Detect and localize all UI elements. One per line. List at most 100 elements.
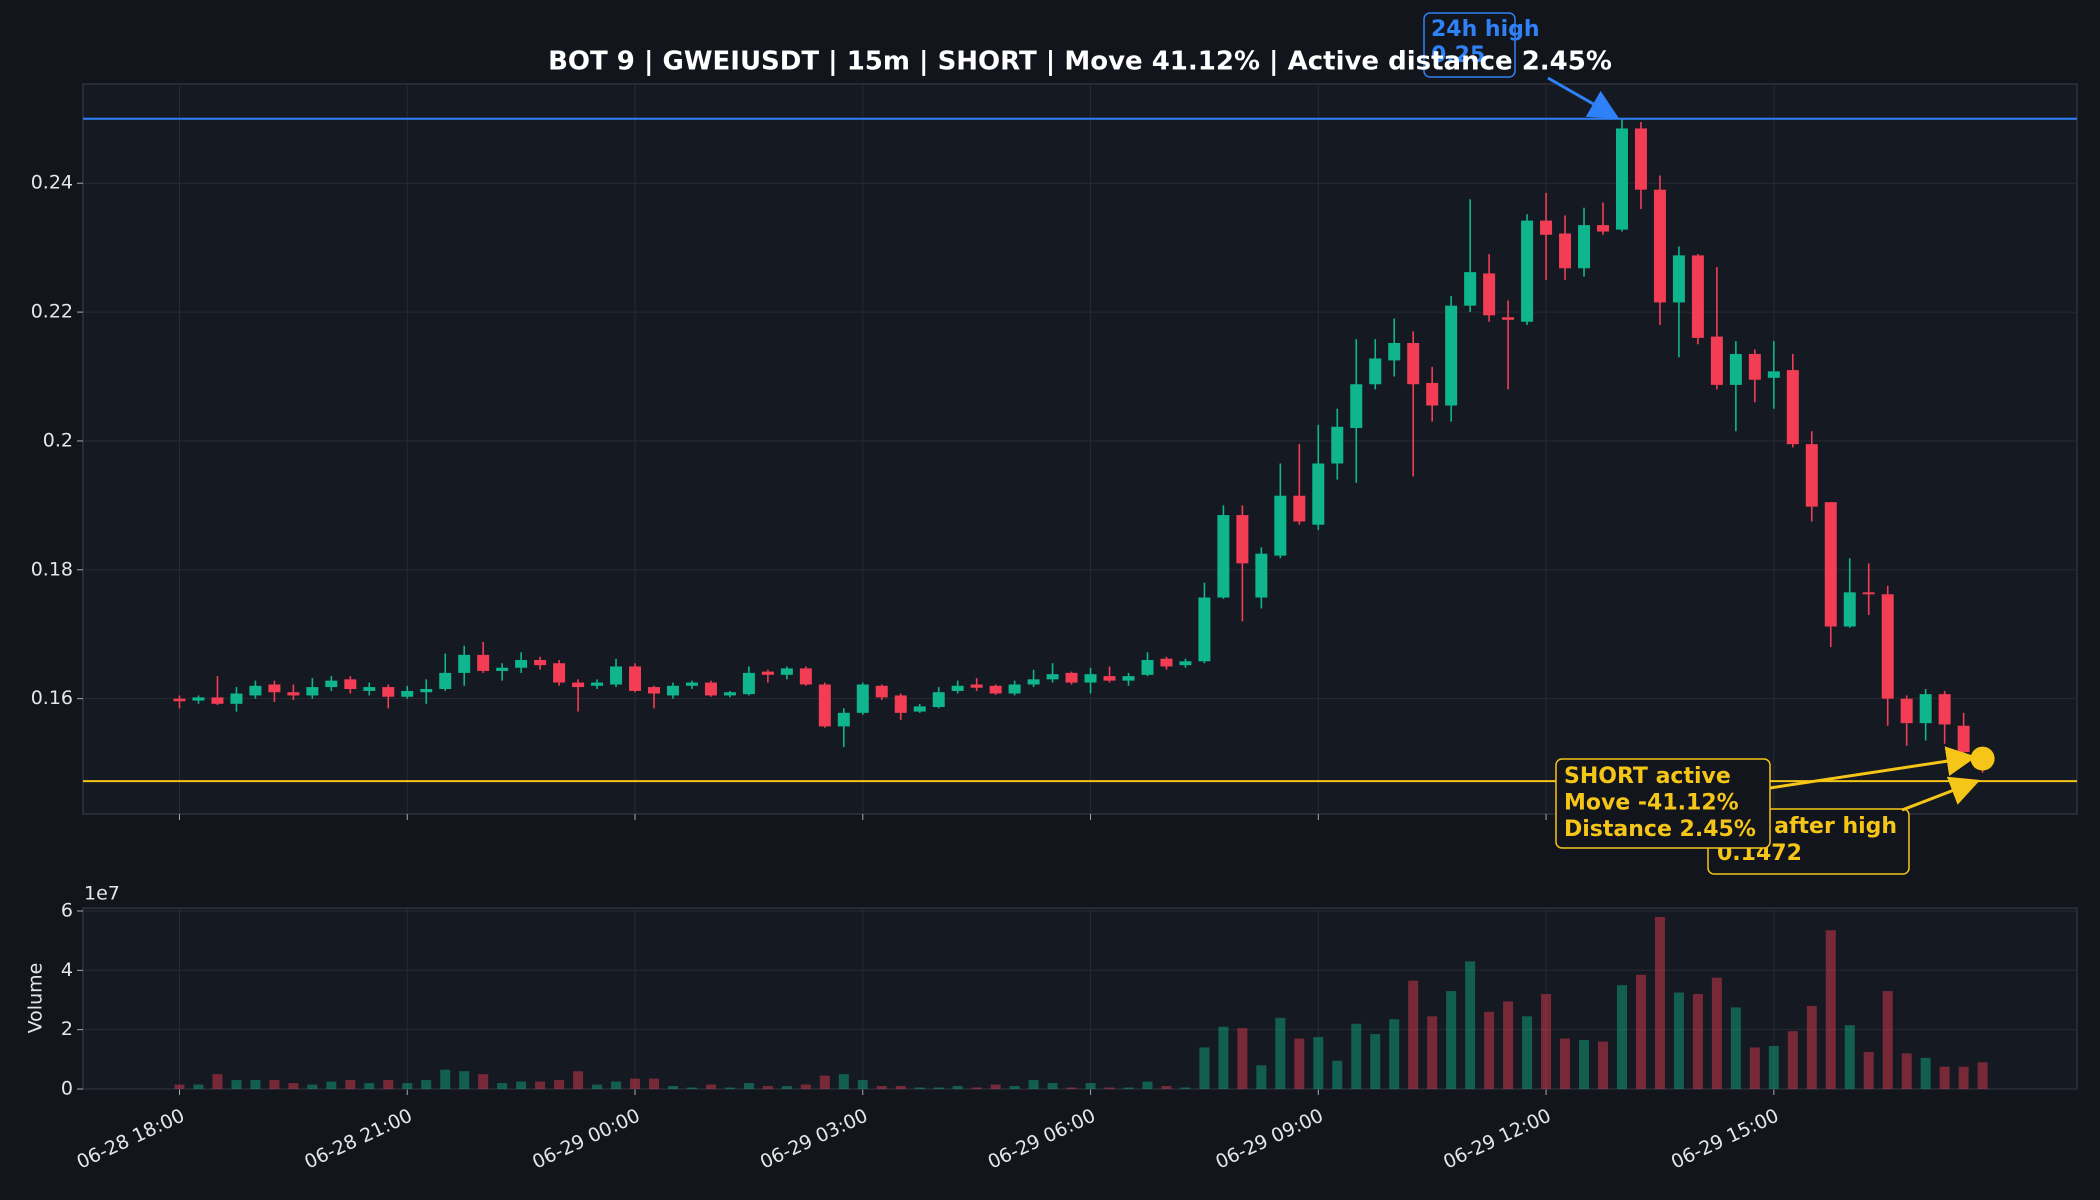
- candle-body: [1141, 660, 1154, 675]
- volume-bar: [724, 1087, 735, 1089]
- candle-body: [1198, 597, 1211, 662]
- volume-bar: [288, 1083, 299, 1089]
- volume-bar: [345, 1080, 356, 1089]
- volume-bar: [1920, 1057, 1931, 1089]
- volume-bar: [914, 1087, 925, 1089]
- candle-body: [894, 695, 907, 713]
- volume-bar: [1863, 1051, 1874, 1089]
- candle-body: [1369, 358, 1382, 385]
- candle-body: [553, 663, 566, 683]
- volume-bar: [1332, 1060, 1343, 1089]
- volume-bar: [364, 1083, 375, 1089]
- y-tick-label: 0.16: [31, 687, 73, 709]
- volume-bar: [1635, 974, 1646, 1089]
- candle-body: [1748, 353, 1761, 380]
- candle-body: [1597, 225, 1609, 232]
- volume-bar: [1768, 1045, 1779, 1089]
- volume-bar: [857, 1080, 868, 1089]
- volume-bar: [1066, 1087, 1077, 1089]
- volume-bar: [1180, 1087, 1191, 1089]
- candle-body: [1578, 225, 1591, 269]
- volume-bar: [1351, 1023, 1362, 1089]
- volume-bar: [1616, 985, 1627, 1089]
- candle-body: [875, 685, 888, 698]
- volume-bar: [212, 1074, 223, 1089]
- candle-body: [704, 682, 717, 696]
- volume-bar: [667, 1086, 678, 1089]
- volume-offset-label: 1e7: [84, 883, 120, 905]
- volume-bar: [1579, 1040, 1590, 1089]
- volume-bar: [421, 1080, 432, 1089]
- candle-body: [742, 672, 755, 695]
- candle-body: [1388, 343, 1401, 361]
- volume-bar: [895, 1086, 906, 1089]
- volume-bar: [326, 1081, 337, 1089]
- volume-bar: [1256, 1065, 1267, 1089]
- candle-body: [401, 690, 414, 697]
- candle-body: [477, 654, 490, 671]
- candle-body: [1464, 272, 1477, 306]
- volume-bar: [838, 1074, 849, 1089]
- candle-body: [1502, 317, 1515, 320]
- volume-bar: [1598, 1041, 1608, 1089]
- x-tick-label: 06-29 06:00: [985, 1105, 1099, 1174]
- volume-bar: [1787, 1031, 1798, 1089]
- candle-body: [1084, 674, 1097, 683]
- candle-body: [970, 684, 983, 688]
- volume-bar: [1199, 1047, 1210, 1089]
- volume-bar: [1313, 1037, 1324, 1089]
- candle-body: [913, 706, 926, 712]
- candle-body: [268, 684, 281, 693]
- candle-body: [723, 692, 736, 696]
- candle-body: [1236, 515, 1249, 564]
- y-tick-label: 0.2: [43, 429, 73, 451]
- volume-plot: [82, 907, 2078, 1090]
- candle-body: [1217, 515, 1230, 598]
- candle-body: [420, 689, 433, 693]
- price-plot: [82, 83, 2078, 815]
- candle-body: [1008, 684, 1021, 694]
- volume-bar: [1047, 1083, 1058, 1089]
- candle-body: [1862, 592, 1875, 595]
- candle-body: [1672, 255, 1685, 303]
- candle-body: [1881, 594, 1894, 699]
- volume-bar: [1901, 1053, 1912, 1089]
- candle-body: [1483, 273, 1496, 316]
- volume-axis-label: Volume: [25, 963, 47, 1034]
- candle-body: [856, 684, 869, 713]
- candle-body: [629, 666, 642, 691]
- candle-body: [211, 697, 224, 704]
- candle-body: [572, 682, 585, 688]
- candle-body: [1122, 676, 1135, 681]
- volume-bar: [649, 1078, 659, 1089]
- volume-bar: [497, 1083, 508, 1089]
- annotation-text: 24h high: [1431, 17, 1540, 42]
- candle-body: [230, 693, 243, 704]
- x-tick-label: 06-28 21:00: [301, 1105, 415, 1174]
- volume-bar: [1749, 1047, 1760, 1089]
- volume-bar: [1389, 1019, 1400, 1089]
- y-tick-label: 0.18: [31, 558, 73, 580]
- candle-body: [591, 682, 604, 686]
- annotation-value: 0.25: [1431, 43, 1485, 68]
- candle-body: [306, 687, 319, 696]
- candle-body: [818, 684, 831, 727]
- volume-bar: [1370, 1034, 1381, 1089]
- candle-body: [1559, 233, 1572, 269]
- candle-body: [515, 660, 528, 668]
- annotation-arrow: [1547, 76, 1620, 119]
- volume-bar: [743, 1083, 754, 1089]
- volume-bar: [554, 1080, 565, 1089]
- candle-body: [1634, 128, 1647, 190]
- candle-body: [685, 682, 698, 686]
- volume-bar: [459, 1071, 470, 1089]
- annotation-text: Distance 2.45%: [1564, 817, 1756, 842]
- chart-title: BOT 9 | GWEIUSDT | 15m | SHORT | Move 41…: [548, 47, 1612, 77]
- candle-body: [1103, 676, 1116, 681]
- candle-body: [1540, 220, 1553, 235]
- candle-body: [1653, 189, 1666, 303]
- candle-body: [1312, 463, 1325, 525]
- candle-body: [1255, 553, 1268, 598]
- x-tick-label: 06-29 12:00: [1440, 1105, 1554, 1174]
